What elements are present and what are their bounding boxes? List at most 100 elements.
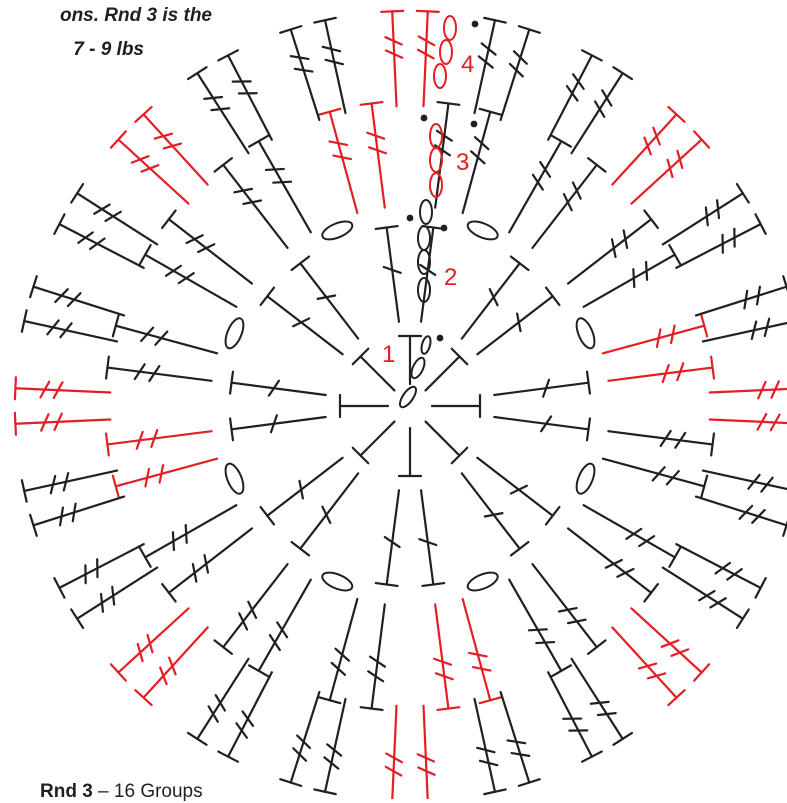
- round2-stitch: [292, 473, 359, 555]
- stitch-top-bar: [422, 583, 444, 586]
- round4-stitch: [314, 18, 345, 113]
- round4-stitch: [417, 706, 439, 799]
- stitch-top-bar: [438, 707, 460, 710]
- stitch-crossbar: [490, 289, 498, 305]
- turning-chain: [420, 200, 432, 224]
- stitch-crossbar: [606, 560, 622, 568]
- stitch-post: [223, 564, 287, 647]
- stitch-post: [15, 419, 110, 423]
- round4-stitch: [703, 310, 787, 341]
- stitch-post: [584, 505, 675, 557]
- round3-stitch: [113, 315, 217, 353]
- stitch-crossbar: [322, 507, 330, 523]
- stitch-post: [568, 528, 651, 592]
- round4-stitch: [15, 413, 110, 435]
- round3-stitch: [361, 604, 385, 710]
- stitch-post: [116, 459, 217, 487]
- stitch-post: [572, 73, 623, 153]
- round3-stitch: [361, 102, 386, 208]
- round3-stitch: [509, 136, 571, 233]
- round4-stitch: [663, 568, 749, 628]
- stitch-post: [612, 627, 676, 697]
- slip-stitch-dot: [471, 121, 478, 128]
- stitch-post: [612, 114, 676, 184]
- round4-stitch: [475, 18, 506, 113]
- stitch-crossbar: [639, 664, 656, 669]
- stitch-post: [372, 103, 385, 207]
- stitch-post: [169, 528, 252, 592]
- stitch-post: [330, 599, 358, 700]
- stitch-post: [144, 114, 208, 184]
- round2-stitch: [230, 372, 326, 396]
- round4-stitch: [631, 608, 709, 680]
- stitch-top-bar: [215, 640, 232, 653]
- round4-stitch: [696, 276, 787, 315]
- round4-stitch: [501, 692, 540, 786]
- stitch-crossbar: [273, 182, 291, 183]
- slip-stitch-dot: [421, 115, 428, 122]
- stitch-post: [232, 417, 326, 429]
- stitch-crossbar: [101, 594, 103, 612]
- stitch-post: [232, 383, 326, 395]
- stitch-top-bar: [376, 226, 398, 229]
- stitch-crossbar: [564, 194, 572, 210]
- round4-stitch: [111, 608, 189, 680]
- round2-stitch: [261, 458, 343, 525]
- stitch-top-bar: [588, 158, 605, 171]
- slip-stitch-dot: [407, 215, 414, 222]
- stitch-top-bar: [361, 102, 383, 105]
- center-chain: [409, 356, 427, 380]
- stitch-post: [532, 564, 596, 647]
- stitch-crossbar: [633, 269, 634, 287]
- round-number-4: 4: [461, 51, 474, 78]
- stitch-top-bar: [15, 377, 16, 399]
- stitch-crossbar: [211, 108, 229, 110]
- stitch-crossbar: [73, 504, 76, 522]
- round2-stitch: [477, 288, 559, 355]
- stitch-crossbar: [653, 128, 659, 145]
- stitch-post: [703, 471, 787, 491]
- stitch-top-bar: [582, 752, 602, 762]
- stitch-top-bar: [71, 184, 83, 203]
- stitch-post: [532, 165, 596, 248]
- stitch-top-bar: [106, 434, 109, 456]
- stitch-post: [494, 383, 588, 395]
- round4-stitch: [710, 377, 787, 399]
- stitch-crossbar: [155, 134, 172, 139]
- round2-stitch: [261, 288, 343, 355]
- round3-stitch: [603, 315, 707, 353]
- stitch-crossbar: [68, 293, 80, 306]
- stitch-crossbar: [138, 644, 143, 661]
- stitch-crossbar: [644, 138, 650, 155]
- stitch-post: [603, 459, 704, 487]
- stitch-top-bar: [613, 67, 632, 79]
- stitch-crossbar: [668, 160, 673, 177]
- stitch-post: [145, 255, 236, 307]
- stitch-post: [223, 165, 287, 248]
- round4-stitch: [30, 497, 124, 536]
- stitch-crossbar: [160, 667, 166, 684]
- stitch-crossbar: [142, 165, 159, 171]
- stitch-post: [696, 287, 787, 316]
- stitch-post: [475, 699, 495, 792]
- stitch-top-bar: [54, 578, 64, 598]
- slip-stitch-dot: [472, 21, 479, 28]
- stitch-crossbar: [511, 486, 527, 494]
- round1-stitch: [426, 349, 468, 391]
- stitch-post: [423, 11, 427, 106]
- stitch-post: [676, 224, 760, 268]
- round3-stitch: [140, 245, 237, 307]
- stitch-crossbar: [297, 736, 310, 748]
- round2-chain: [573, 461, 598, 496]
- round2-chain: [320, 569, 355, 594]
- stitch-post: [421, 490, 433, 584]
- stitch-top-bar: [737, 609, 749, 628]
- round4-stitch: [475, 699, 506, 794]
- stitch-crossbar: [671, 649, 688, 655]
- round4-stitch: [218, 50, 272, 139]
- round4-stitch: [381, 706, 403, 799]
- stitch-post: [501, 29, 530, 120]
- round4-stitch: [676, 214, 765, 268]
- stitch-top-bar: [613, 733, 632, 745]
